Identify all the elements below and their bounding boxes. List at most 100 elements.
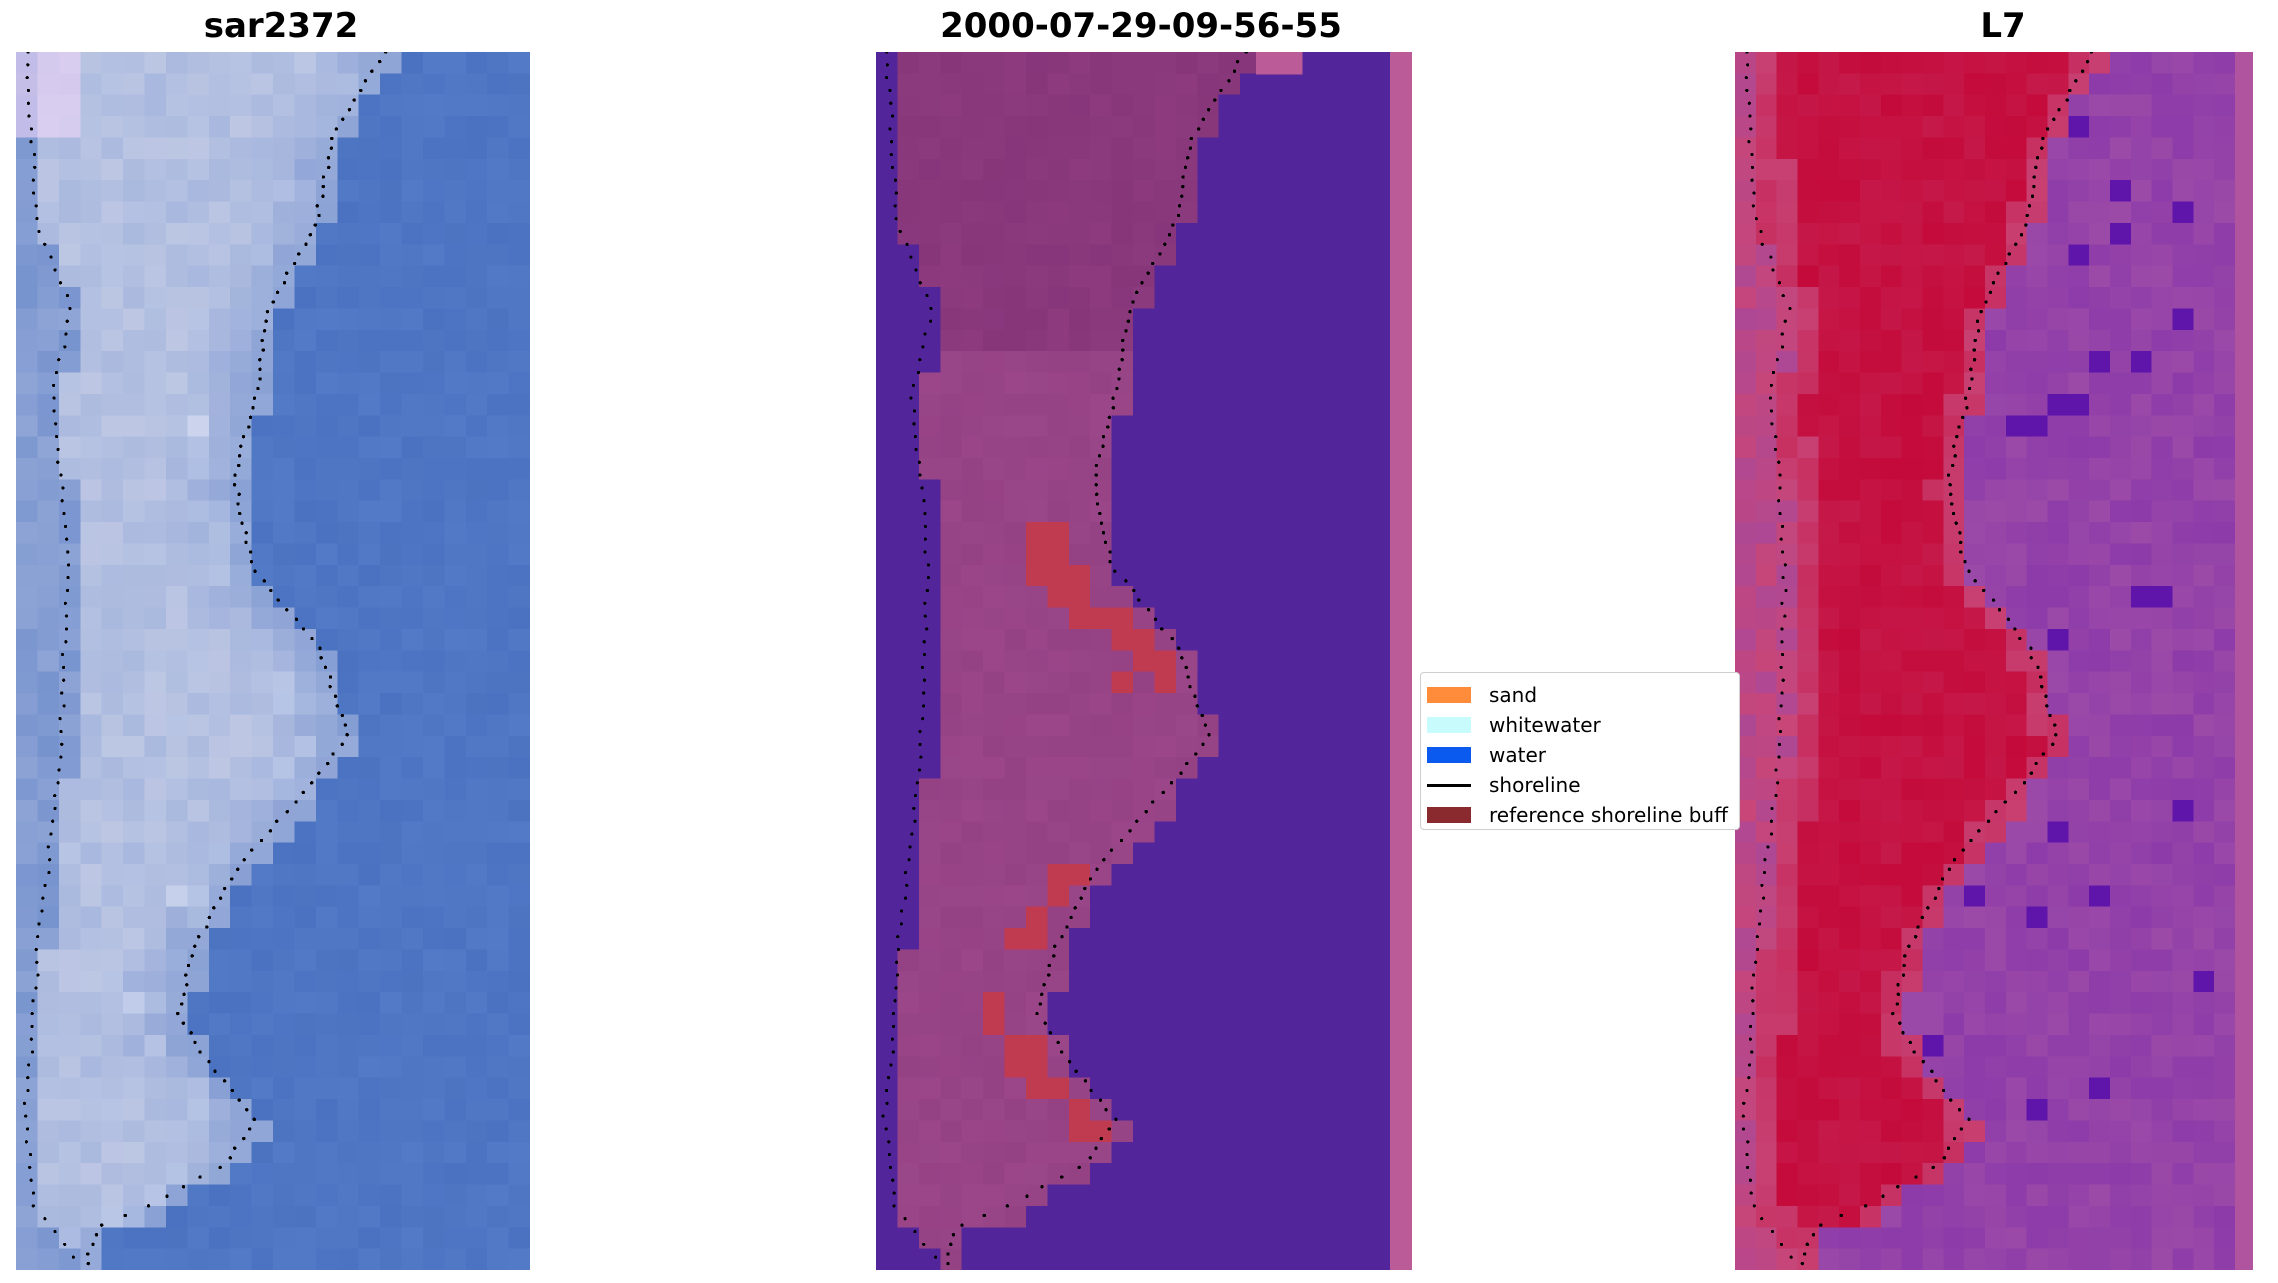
- shoreline-point: [46, 845, 50, 849]
- shoreline-point: [1948, 483, 1952, 487]
- shoreline-point: [64, 640, 68, 644]
- shoreline-point: [193, 944, 197, 948]
- shoreline-point: [1193, 694, 1197, 698]
- shoreline-point: [25, 76, 29, 80]
- shoreline-point: [892, 1204, 896, 1208]
- shoreline-point: [912, 422, 916, 426]
- shoreline-point: [1124, 329, 1128, 333]
- shoreline-point: [1097, 454, 1102, 458]
- shoreline-point: [1088, 1156, 1092, 1160]
- shoreline-point: [1800, 1261, 1805, 1266]
- shoreline-point: [2036, 665, 2040, 670]
- shoreline-point: [33, 165, 37, 169]
- shoreline-point: [261, 348, 265, 352]
- shoreline-point: [34, 986, 38, 990]
- shoreline-point: [1120, 338, 1125, 343]
- shoreline-point: [198, 1175, 202, 1179]
- shoreline-point: [888, 127, 892, 131]
- rgb-satellite-image: [16, 52, 530, 1270]
- image-edge-strip: [1390, 52, 1412, 1270]
- shoreline-point: [363, 79, 368, 83]
- shoreline-point: [26, 52, 30, 54]
- shoreline-point: [37, 229, 41, 234]
- shoreline-point: [57, 358, 61, 362]
- shoreline-point: [893, 178, 898, 182]
- shoreline-point: [1768, 396, 1773, 400]
- shoreline-point: [1952, 858, 1957, 862]
- shoreline-point: [916, 370, 920, 375]
- panel-title-classified: 2000-07-29-09-56-55: [940, 6, 1342, 46]
- shoreline-point: [912, 409, 916, 413]
- shoreline-point: [890, 114, 895, 118]
- shoreline-point: [929, 319, 933, 323]
- shoreline-point: [2044, 694, 2048, 698]
- shoreline-point: [62, 511, 66, 516]
- shoreline-point: [256, 386, 260, 391]
- shoreline-point: [1201, 117, 1206, 122]
- shoreline-point: [1038, 1002, 1043, 1006]
- shoreline-point: [881, 1114, 885, 1118]
- shoreline-point: [64, 614, 69, 618]
- shoreline-point: [1200, 713, 1204, 718]
- shoreline-point: [236, 502, 240, 506]
- shoreline-point: [2065, 98, 2069, 102]
- shoreline-point: [1756, 947, 1760, 952]
- shoreline-point: [68, 306, 72, 311]
- shoreline-point: [207, 1059, 211, 1064]
- shoreline-point: [1958, 550, 1963, 554]
- shoreline-point: [1183, 165, 1188, 170]
- shoreline-point: [2054, 733, 2058, 737]
- shoreline-point: [1949, 502, 1954, 506]
- shoreline-point: [1780, 345, 1785, 349]
- shoreline-point: [894, 191, 898, 195]
- shoreline-point: [890, 165, 895, 169]
- shoreline-point: [895, 973, 900, 977]
- shoreline-point: [1056, 1040, 1060, 1045]
- shoreline-point: [229, 877, 234, 881]
- shoreline-point: [1952, 1136, 1957, 1141]
- shoreline-point: [1958, 540, 1963, 545]
- shoreline-point: [1760, 883, 1764, 887]
- shoreline-point: [1742, 1101, 1746, 1105]
- shoreline-point: [352, 98, 356, 102]
- shoreline-point: [27, 114, 31, 118]
- shoreline-point: [925, 588, 929, 593]
- shoreline-point: [1140, 281, 1144, 285]
- shoreline-point: [233, 473, 237, 477]
- shoreline-point: [251, 406, 255, 410]
- shoreline-point: [1942, 1156, 1947, 1160]
- shoreline-point: [921, 345, 925, 349]
- shoreline-point: [2040, 684, 2044, 689]
- shoreline-point: [1996, 271, 2000, 275]
- shoreline-point: [285, 608, 289, 612]
- shoreline-point: [923, 550, 927, 554]
- shoreline-point: [1788, 306, 1792, 311]
- shoreline-point: [1745, 52, 1749, 54]
- shoreline-point: [1115, 386, 1119, 391]
- shoreline-point: [884, 76, 889, 80]
- shoreline-point: [1946, 1146, 1951, 1150]
- shoreline-point: [60, 691, 64, 695]
- shoreline-point: [1957, 1108, 1962, 1112]
- shoreline-point: [1777, 742, 1782, 746]
- shoreline-point: [1770, 422, 1774, 426]
- shoreline-point: [926, 563, 931, 567]
- shoreline-point: [253, 569, 257, 573]
- shoreline-point: [2068, 88, 2072, 93]
- shoreline-point: [912, 806, 916, 811]
- shoreline-point: [2022, 781, 2027, 785]
- shoreline-point: [908, 845, 912, 849]
- shoreline-point: [1745, 88, 1749, 93]
- shoreline-point: [323, 665, 328, 670]
- shoreline-point: [64, 332, 68, 336]
- shoreline-point: [1039, 992, 1044, 997]
- shoreline-point: [268, 829, 273, 833]
- shoreline-point: [165, 1194, 169, 1198]
- shoreline-point: [326, 156, 331, 160]
- shoreline-point: [1926, 906, 1930, 910]
- shoreline-point: [237, 492, 241, 497]
- shoreline-point: [1206, 107, 1211, 112]
- shoreline-point: [43, 1217, 47, 1221]
- shoreline-point: [1954, 521, 1958, 525]
- shoreline-point: [54, 422, 58, 426]
